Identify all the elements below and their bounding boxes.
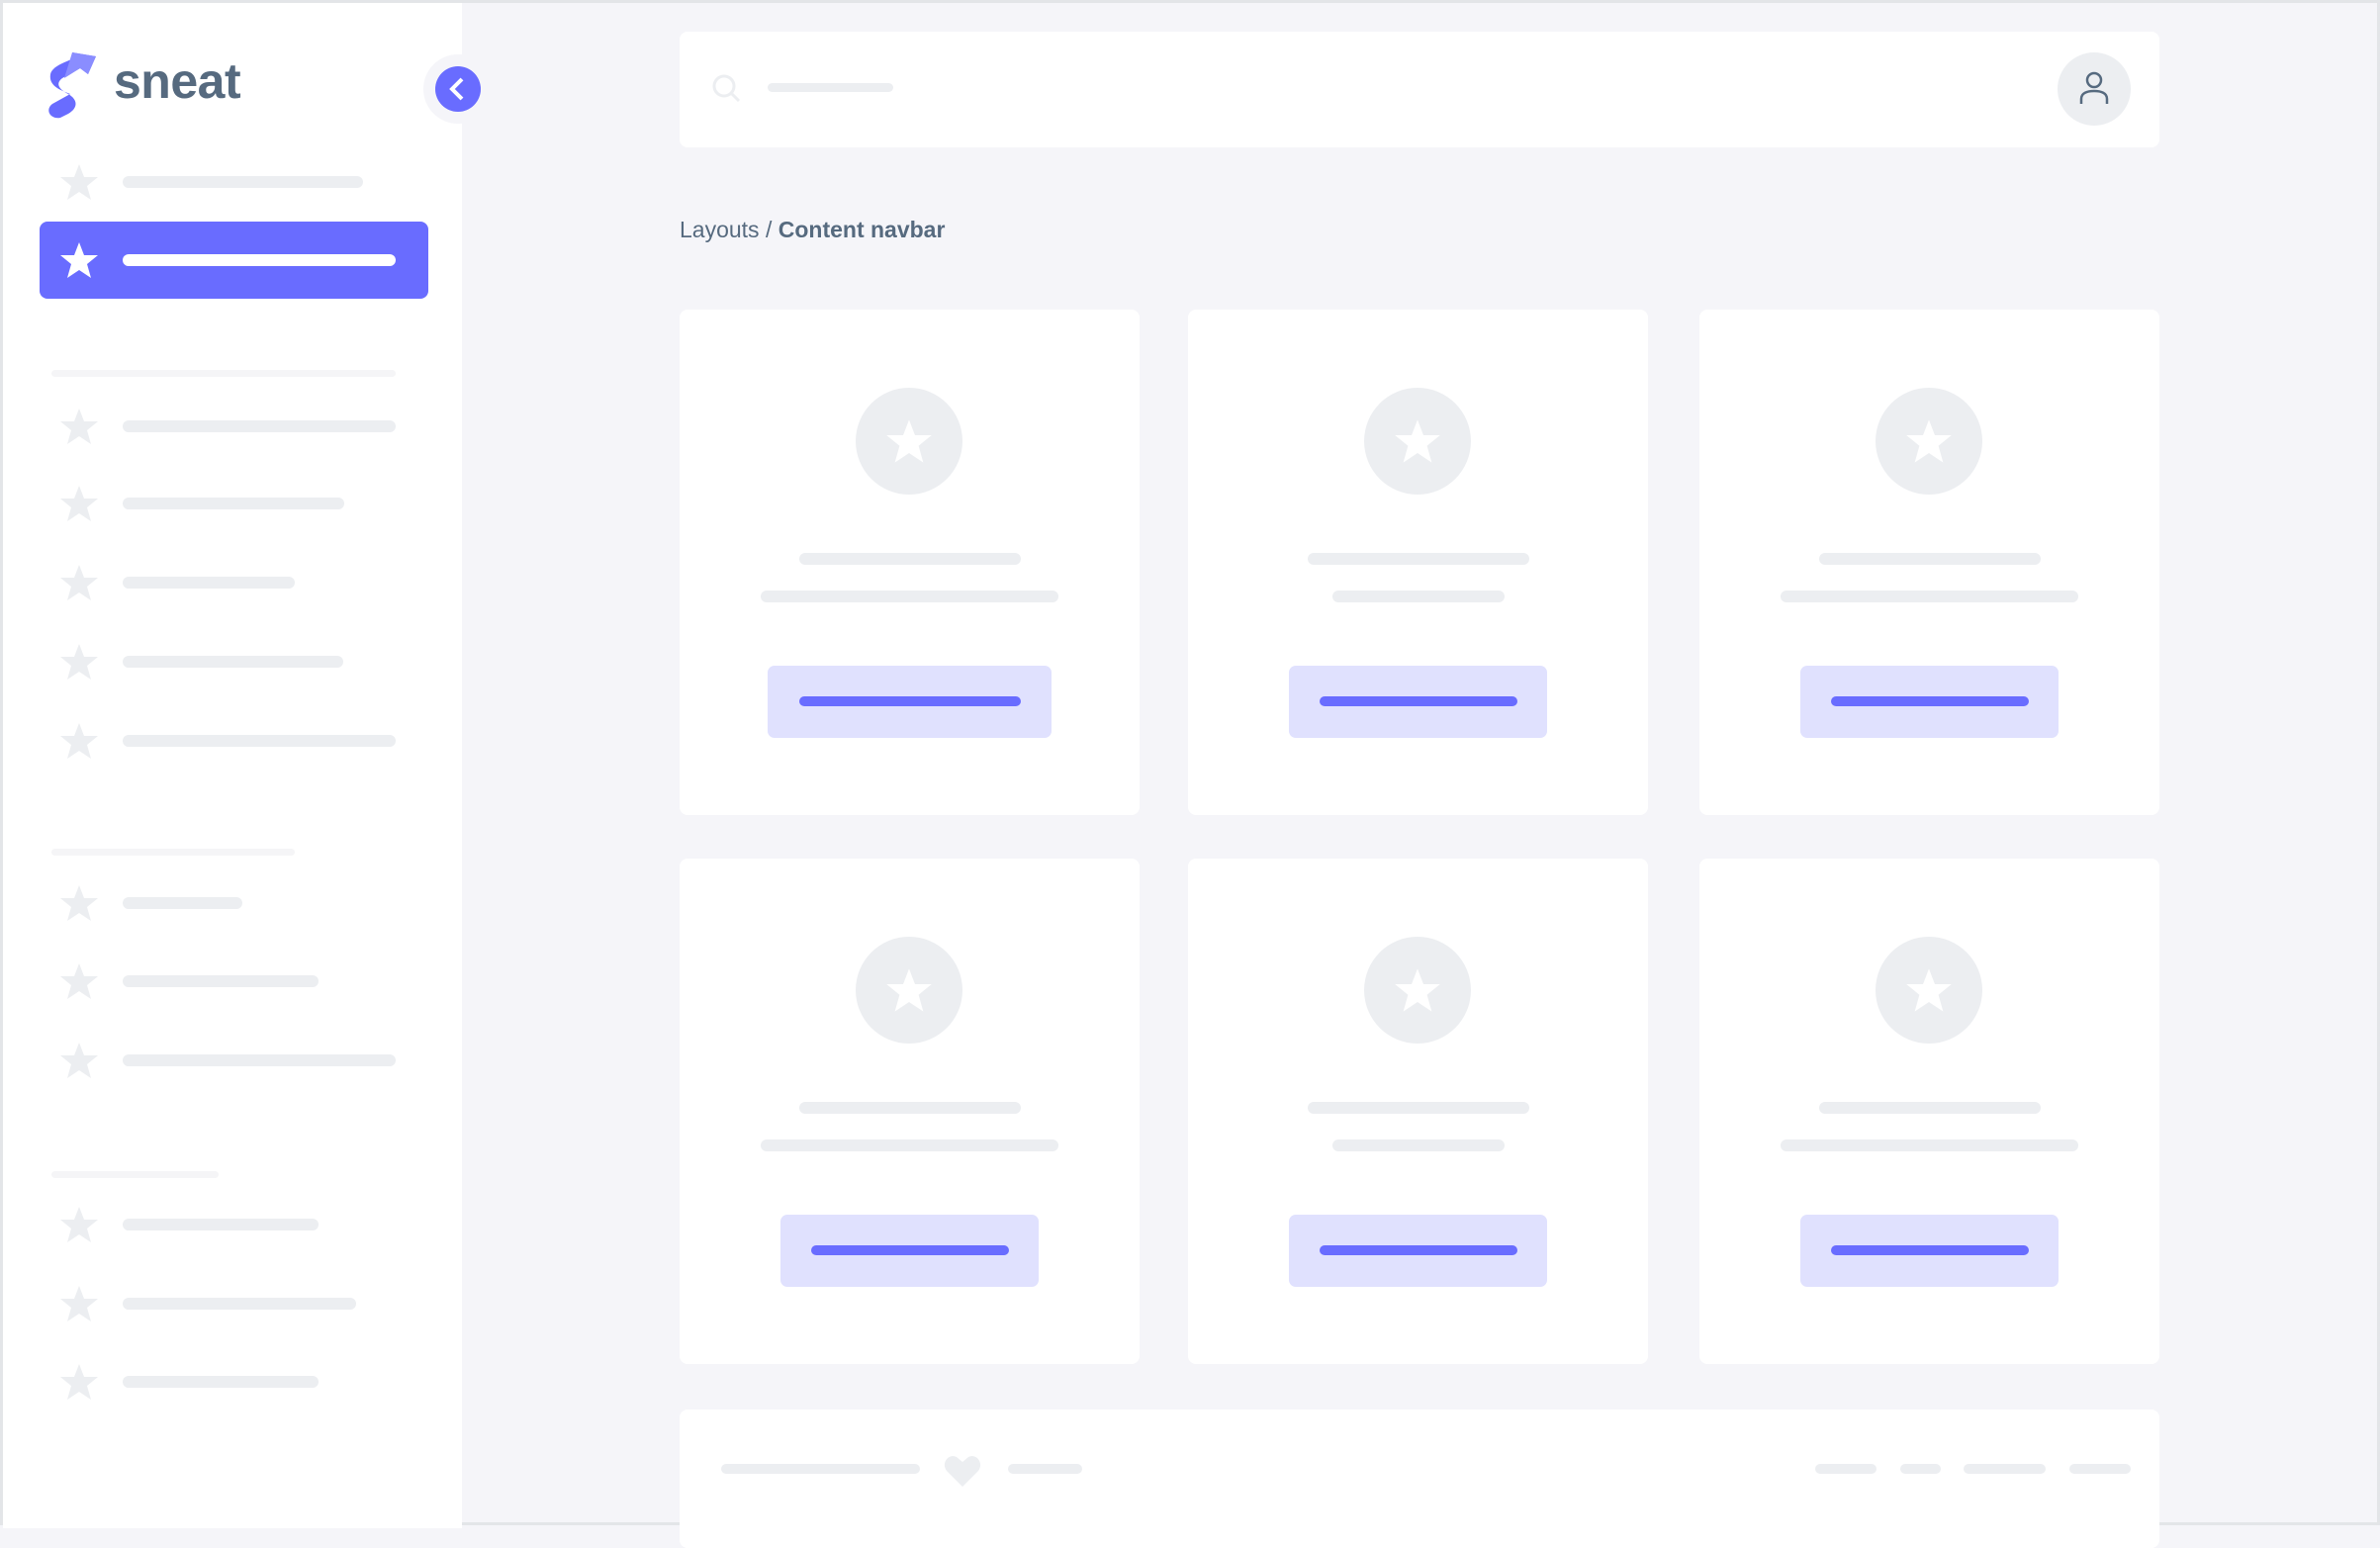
breadcrumb-separator: / [765, 217, 773, 242]
card-title [798, 1102, 1021, 1114]
card-title [1818, 1102, 2041, 1114]
card-text [1331, 591, 1505, 602]
sidebar-section-header [51, 370, 396, 377]
footer-link[interactable] [2069, 1464, 2131, 1474]
sneat-logo [48, 52, 96, 119]
card [1188, 310, 1648, 815]
card-text [1781, 591, 2078, 602]
chevron-left-icon [449, 77, 464, 101]
star-icon [886, 419, 932, 463]
star-icon [60, 242, 98, 278]
card-button[interactable] [1800, 1215, 2059, 1287]
sidebar-item-label [123, 577, 295, 589]
footer-link[interactable] [1900, 1464, 1941, 1474]
sidebar-item-label [123, 1298, 356, 1310]
card-text [761, 591, 1058, 602]
star-icon [60, 1364, 98, 1400]
breadcrumb-current: Content navbar [778, 217, 946, 242]
breadcrumb-parent[interactable]: Layouts [680, 217, 760, 242]
star-icon [1906, 419, 1952, 463]
card-title [1307, 1102, 1529, 1114]
footer-link[interactable] [1815, 1464, 1877, 1474]
card [1699, 310, 2159, 815]
card-button[interactable] [780, 1215, 1039, 1287]
sidebar-item-label [123, 656, 343, 668]
sidebar-item-label [123, 254, 396, 266]
sidebar-item-label [123, 975, 319, 987]
search-input[interactable] [768, 83, 893, 92]
card-text [1781, 1139, 2078, 1151]
star-icon [60, 885, 98, 921]
star-icon [60, 1207, 98, 1242]
star-icon [1395, 968, 1440, 1012]
card-title [1818, 553, 2041, 565]
brand-name: sneat [114, 53, 241, 109]
card-avatar [1364, 388, 1471, 495]
card-button[interactable] [1289, 666, 1547, 738]
sidebar-item-label [123, 176, 363, 188]
sidebar-item-label [123, 1054, 396, 1066]
footer-link[interactable] [1008, 1464, 1082, 1474]
sidebar-item-label [123, 735, 396, 747]
card [1699, 859, 2159, 1364]
card-button-label [1319, 696, 1517, 706]
card-button-label [798, 696, 1021, 706]
search-icon[interactable] [711, 73, 743, 105]
card-button[interactable] [1800, 666, 2059, 738]
card-text [761, 1139, 1058, 1151]
card-button[interactable] [1289, 1215, 1547, 1287]
star-icon [60, 1043, 98, 1078]
card-button-label [1830, 696, 2029, 706]
card-avatar [856, 937, 962, 1044]
star-icon [1906, 968, 1952, 1012]
card-avatar [1876, 937, 1982, 1044]
sidebar-item-label [123, 1376, 319, 1388]
sidebar-section-header [51, 849, 295, 856]
sidebar-item-label [123, 1219, 319, 1230]
card [1188, 859, 1648, 1364]
sidebar: sneat [3, 3, 493, 1528]
card [680, 859, 1140, 1364]
star-icon [60, 1286, 98, 1321]
sidebar-item-label [123, 420, 396, 432]
sidebar-item-label [123, 498, 344, 509]
card-button-label [1830, 1245, 2029, 1255]
navbar [680, 32, 2159, 147]
footer-text [721, 1464, 920, 1474]
card-text [1331, 1139, 1505, 1151]
user-icon [2079, 71, 2109, 104]
card-avatar [1876, 388, 1982, 495]
star-icon [60, 409, 98, 444]
card-button-label [1319, 1245, 1517, 1255]
heart-icon [944, 1456, 981, 1487]
card [680, 310, 1140, 815]
collapse-sidebar-button[interactable] [435, 66, 481, 112]
star-icon [60, 565, 98, 600]
star-icon [60, 644, 98, 680]
sidebar-item-label [123, 897, 242, 909]
breadcrumb: Layouts / Content navbar [680, 217, 945, 243]
star-icon [60, 164, 98, 200]
card-button-label [810, 1245, 1009, 1255]
footer-link[interactable] [1964, 1464, 2046, 1474]
footer [680, 1410, 2159, 1548]
star-icon [60, 723, 98, 759]
card-avatar [856, 388, 962, 495]
card-title [798, 553, 1021, 565]
card-title [1307, 553, 1529, 565]
star-icon [60, 963, 98, 999]
star-icon [1395, 419, 1440, 463]
star-icon [886, 968, 932, 1012]
card-avatar [1364, 937, 1471, 1044]
user-avatar[interactable] [2058, 52, 2131, 126]
card-button[interactable] [768, 666, 1052, 738]
sidebar-section-header [51, 1171, 219, 1178]
star-icon [60, 486, 98, 521]
